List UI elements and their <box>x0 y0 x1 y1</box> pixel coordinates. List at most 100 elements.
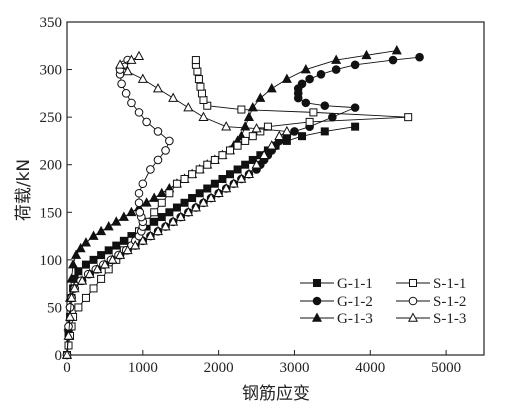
series-s-1-1-point <box>309 108 318 117</box>
series-g-1-1-point <box>81 260 90 269</box>
series-g-1-3-point <box>68 259 79 269</box>
series-s-1-3-point <box>198 197 209 207</box>
y-tick-label: 200 <box>40 158 63 174</box>
series-s-1-1-point <box>165 189 174 198</box>
series-g-1-3-point <box>71 249 82 259</box>
legend-g-1-3-point <box>311 312 323 322</box>
series-s-1-2-point <box>135 207 145 217</box>
series-g-1-1-point <box>195 189 204 198</box>
series-g-1-1-point <box>298 132 307 141</box>
series-s-1-3-point <box>133 50 145 61</box>
series-g-1-1-point <box>188 194 197 203</box>
series-s-1-1-point <box>263 122 272 131</box>
series-g-1-2-point <box>316 70 326 79</box>
series-s-1-3-point <box>92 263 103 274</box>
series-g-1-3-point <box>247 102 258 112</box>
series-g-1-1-point <box>74 267 83 276</box>
series-s-1-3-point <box>213 187 224 198</box>
series-g-1-3-point <box>126 206 137 217</box>
series-g-1-1-point <box>119 236 128 245</box>
y-tick-label: 0 <box>55 348 63 364</box>
series-g-1-2-point <box>388 55 398 65</box>
series-g-1-3-point <box>118 211 129 221</box>
series-g-1-3-point <box>75 242 86 253</box>
legend-item-s-1-2: S-1-2 <box>396 294 466 310</box>
y-tick-label: 50 <box>47 300 62 316</box>
legend-item-s-1-3: S-1-3 <box>396 311 466 327</box>
legend-label: G-1-2 <box>337 294 373 310</box>
series-g-1-2-point <box>301 98 311 108</box>
legend-s-1-2-point <box>408 296 418 306</box>
series-g-1-3-point <box>266 83 277 93</box>
legend-item-g-1-3: G-1-3 <box>300 311 373 327</box>
series-s-1-2-point <box>134 188 144 198</box>
series-s-1-3-point <box>152 225 164 236</box>
series-s-1-1-point <box>74 303 83 312</box>
series-g-1-1-point <box>157 213 166 222</box>
series-g-1-1-point <box>180 198 189 207</box>
x-tick-label: 5000 <box>431 360 461 376</box>
series-g-1-3-point <box>255 92 266 102</box>
legend-label: S-1-2 <box>433 294 466 310</box>
series-g-1-3-point <box>141 197 152 207</box>
series-s-1-3-point <box>61 349 73 359</box>
series-s-1-3-point <box>183 206 194 217</box>
series-s-1-2-point <box>138 179 148 189</box>
series-s-1-1-point <box>203 160 212 169</box>
series-g-1-2-point <box>305 74 314 84</box>
series-g-1-3-point <box>391 44 402 55</box>
series-s-1-1-point <box>404 113 413 122</box>
series-s-1-3-point <box>122 65 133 76</box>
series-g-1-2-point <box>415 52 424 62</box>
series-s-1-2-point <box>153 155 163 165</box>
series-s-1-1-point <box>188 170 197 179</box>
series-g-1-1-point <box>150 217 159 226</box>
series-s-1-2-point <box>134 198 144 208</box>
series-g-1-3-point <box>281 73 292 83</box>
series-g-1-1-point <box>97 251 106 260</box>
legend-item-g-1-1: G-1-1 <box>300 276 373 292</box>
series-s-1-3-point <box>63 330 74 340</box>
series-s-1-3-point <box>266 140 277 150</box>
series-g-1-3-point <box>111 216 122 226</box>
series-s-1-3-point <box>160 221 171 231</box>
series-s-1-1-point <box>233 141 242 150</box>
y-tick-label: 350 <box>40 15 63 31</box>
series-g-1-2-point <box>297 79 307 89</box>
legend-label: S-1-3 <box>433 311 466 327</box>
series-s-1-3-point <box>137 73 148 83</box>
series-g-1-1-point <box>233 165 242 174</box>
series-s-1-3-point <box>107 254 118 264</box>
series-g-1-2-point <box>331 65 341 74</box>
x-tick-label: 2000 <box>204 360 234 376</box>
x-tick-label: 0 <box>63 360 71 376</box>
series-g-1-1-point <box>218 174 227 183</box>
legend-g-1-1-point <box>313 279 321 287</box>
series-s-1-3-point <box>84 268 95 278</box>
series-s-1-3-point <box>236 173 247 183</box>
series-s-1-3-point <box>221 182 232 193</box>
series-s-1-3-point <box>198 111 209 121</box>
series-s-1-3-point <box>137 235 148 245</box>
series-g-1-1-point <box>241 160 250 169</box>
series-s-1-3-point <box>130 240 141 250</box>
y-tick-label: 100 <box>40 253 63 269</box>
x-tick-label: 1000 <box>128 360 158 376</box>
series-s-1-2-point <box>142 117 151 127</box>
series-s-1-3-point <box>115 59 126 69</box>
series-g-1-3-point <box>331 54 342 64</box>
series-s-1-2-point <box>127 98 136 108</box>
y-tick-label: 300 <box>40 63 63 79</box>
data-series <box>61 44 424 360</box>
series-g-1-3-point <box>88 230 99 240</box>
series-s-1-3-point <box>281 125 292 136</box>
series-s-1-1-point <box>248 132 257 141</box>
series-g-1-3-point <box>361 49 372 60</box>
series-g-1-2-point <box>328 112 337 122</box>
series-s-1-1-point <box>104 265 113 274</box>
y-tick-label: 250 <box>40 110 63 126</box>
series-s-1-1-point <box>241 136 250 145</box>
series-s-1-1-point <box>194 75 203 84</box>
series-s-1-3-point <box>175 211 186 221</box>
